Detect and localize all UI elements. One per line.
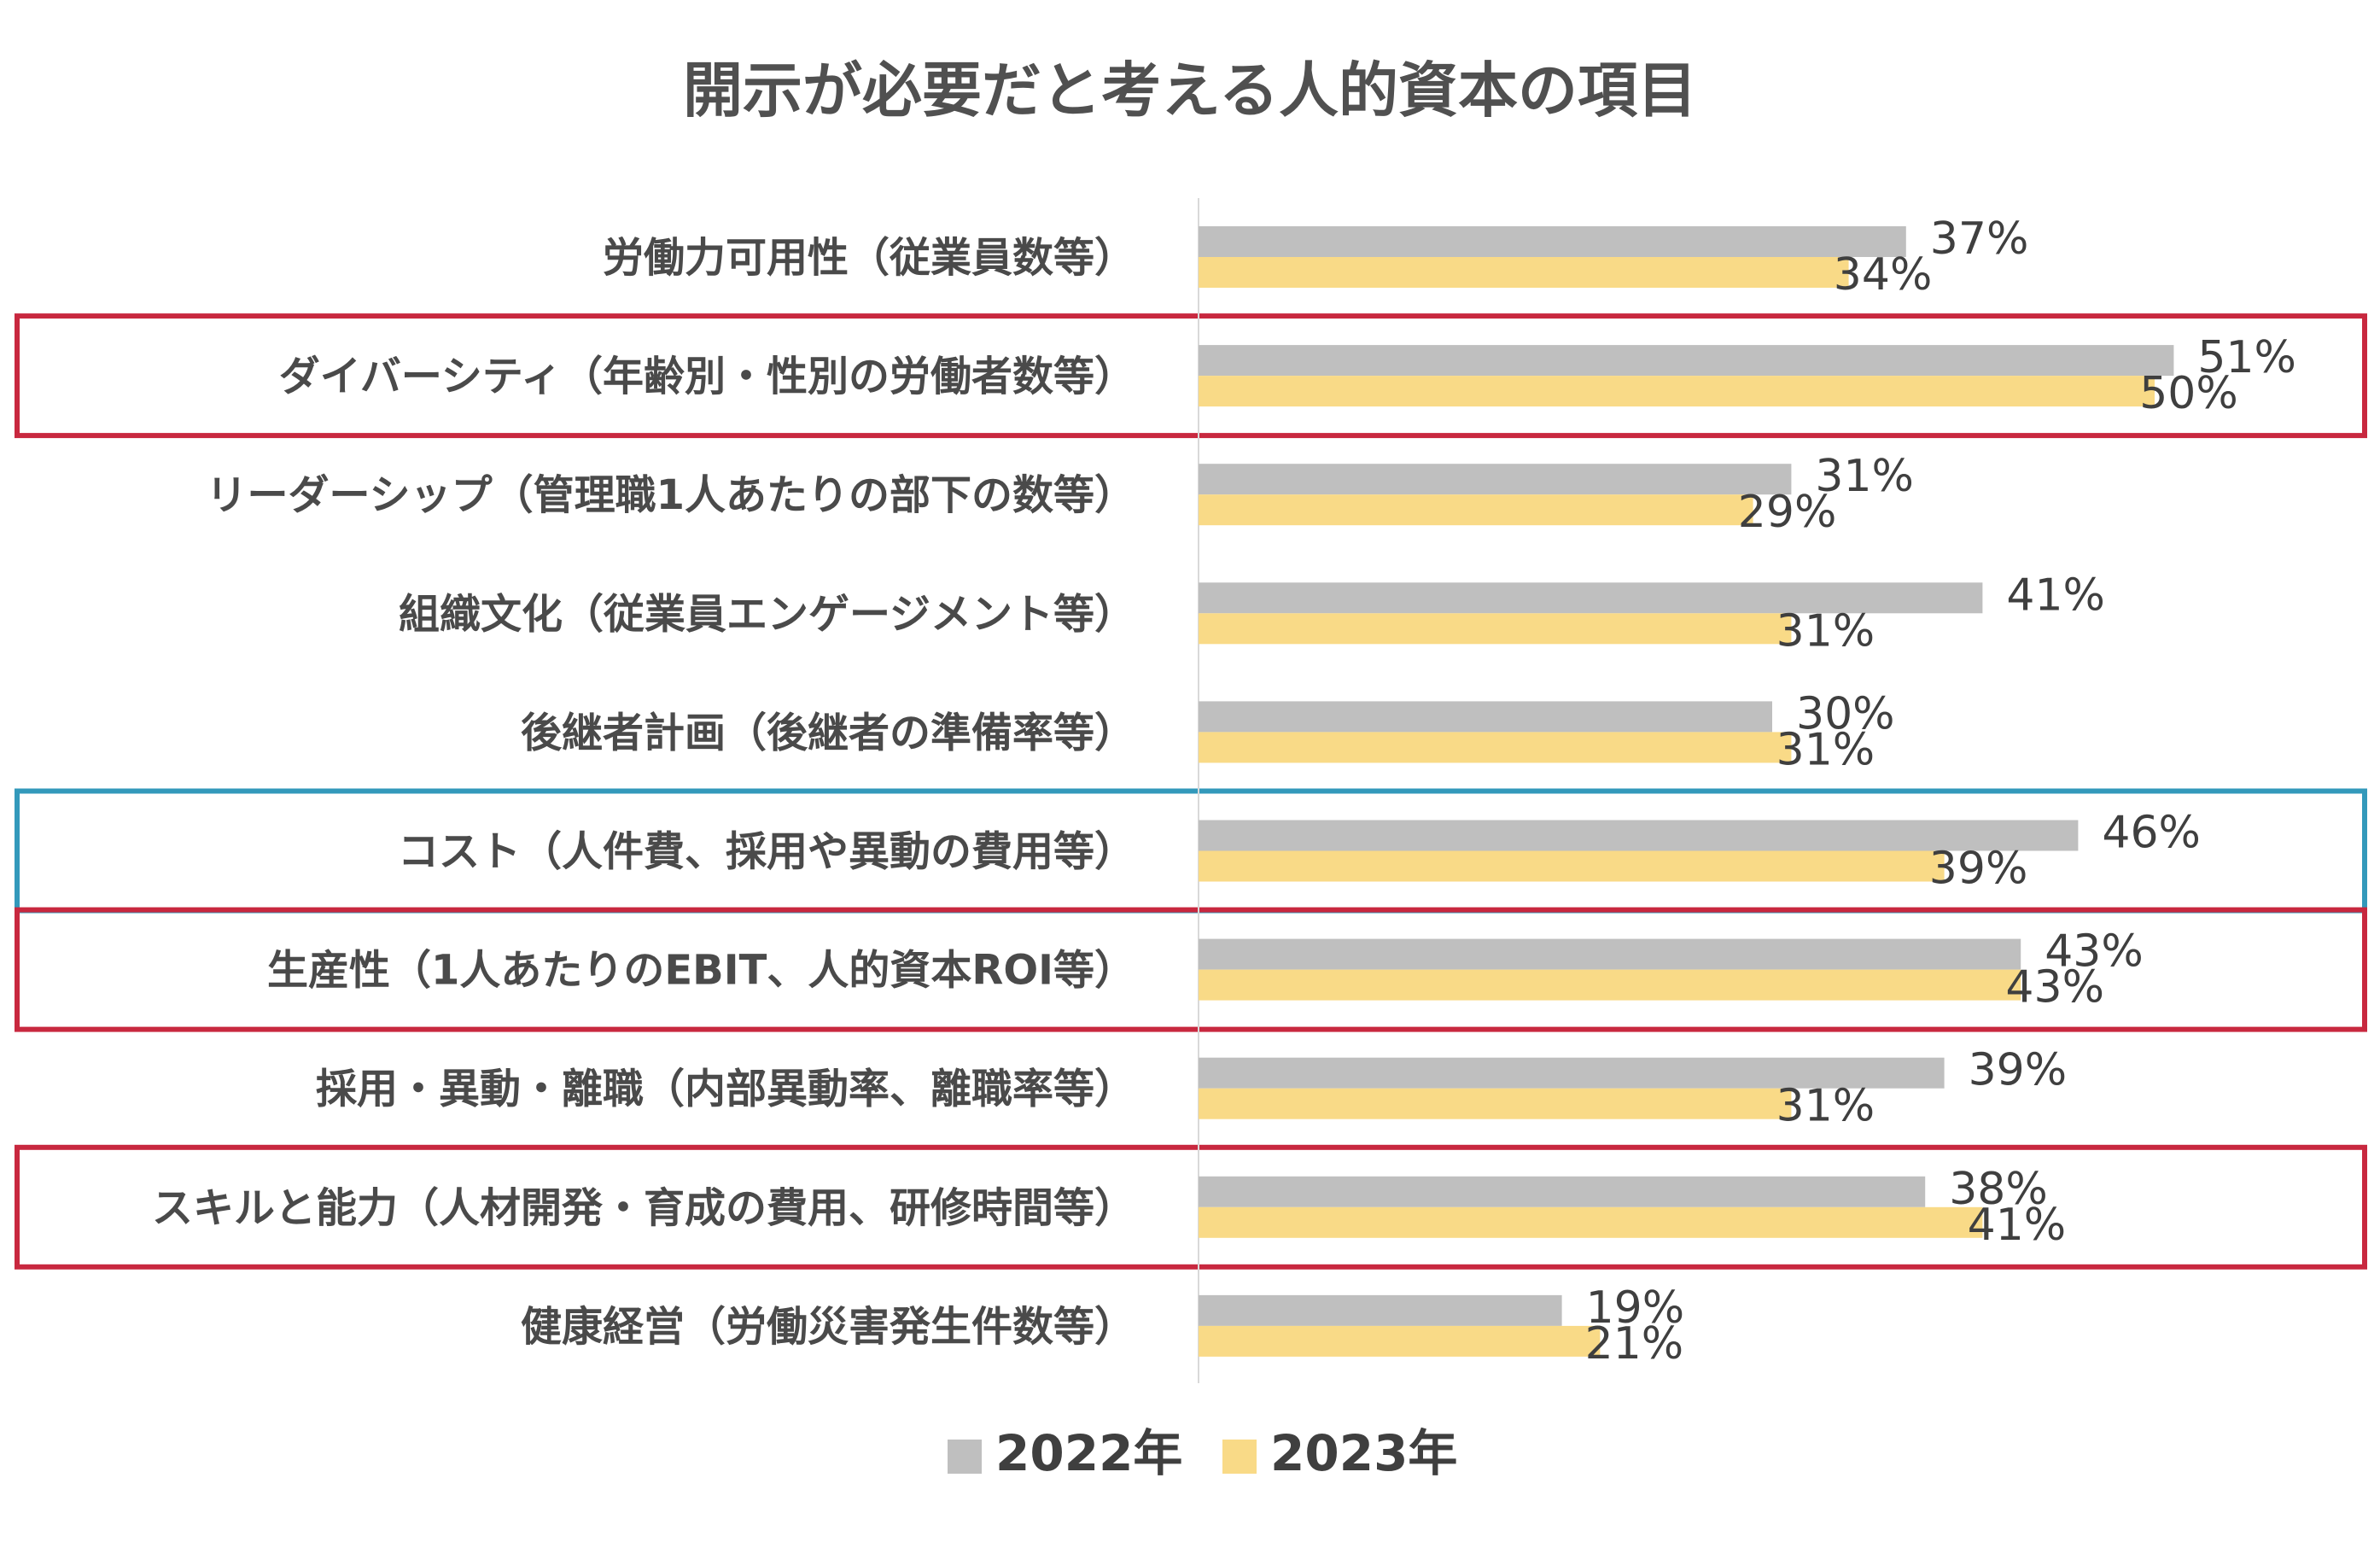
bar-2022 bbox=[1199, 1294, 1562, 1326]
bars bbox=[1199, 226, 2174, 1357]
category-label: 後継者計画（後継者の準備率等） bbox=[521, 709, 1135, 756]
data-label-2022: 31% bbox=[1815, 451, 1914, 502]
legend-swatch-2022 bbox=[948, 1440, 982, 1474]
legend-label-2022: 2022年 bbox=[995, 1424, 1182, 1482]
category-labels: 労働力可用性（従業員数等） ダイバーシティ（年齢別・性別の労働者数等） リーダーシッ… bbox=[152, 234, 1135, 1351]
category-label: リーダーシップ（管理職1人あたりの部下の数等） bbox=[207, 471, 1135, 519]
legend: 2022年 2023年 bbox=[948, 1424, 1457, 1482]
data-label-2022: 43% bbox=[2045, 926, 2144, 978]
bar-2023 bbox=[1199, 613, 1792, 645]
bar-2022 bbox=[1199, 1057, 1945, 1089]
bar-2022 bbox=[1199, 582, 1983, 614]
category-label: 採用・異動・離職（内部異動率、離職率等） bbox=[316, 1066, 1135, 1113]
data-label-2023: 34% bbox=[1834, 249, 1933, 301]
category-label: 組織文化（従業員エンゲージメント等） bbox=[399, 590, 1135, 638]
data-label-2022: 39% bbox=[1969, 1045, 2068, 1096]
bar-2022 bbox=[1199, 464, 1792, 495]
data-label-2023: 50% bbox=[2139, 368, 2238, 419]
data-label-2023: 31% bbox=[1776, 605, 1875, 657]
data-label-2022: 51% bbox=[2197, 332, 2296, 383]
bar-2023 bbox=[1199, 257, 1849, 288]
legend-label-2023: 2023年 bbox=[1270, 1424, 1457, 1482]
bar-2022 bbox=[1199, 701, 1772, 733]
bar-2023 bbox=[1199, 1088, 1792, 1119]
bar-2023 bbox=[1199, 969, 2021, 1001]
bar-2022 bbox=[1199, 226, 1906, 257]
bar-2022 bbox=[1199, 820, 2079, 851]
category-label: 健康経営（労働災害発生件数等） bbox=[521, 1303, 1135, 1351]
legend-swatch-2023 bbox=[1222, 1440, 1257, 1474]
category-label: 労働力可用性（従業員数等） bbox=[603, 234, 1135, 282]
bar-2022 bbox=[1199, 345, 2174, 377]
bar-2023 bbox=[1199, 494, 1753, 526]
highlight-box-1 bbox=[15, 313, 2367, 439]
category-label: コスト（人件費、採用や異動の費用等） bbox=[398, 828, 1135, 876]
data-label-2022: 19% bbox=[1586, 1282, 1685, 1334]
highlight-box-6 bbox=[15, 907, 2367, 1032]
bar-2022 bbox=[1199, 938, 2021, 970]
data-label-2023: 31% bbox=[1776, 1081, 1875, 1132]
category-label: スキルと能力（人材開発・育成の費用、研修時間等） bbox=[152, 1184, 1135, 1232]
data-label-2022: 37% bbox=[1930, 213, 2029, 265]
bar-2023 bbox=[1199, 1325, 1601, 1357]
data-label-2023: 29% bbox=[1738, 487, 1837, 538]
category-label: 生産性（1人あたりのEBIT、人的資本ROI等） bbox=[267, 947, 1135, 995]
bar-2022 bbox=[1199, 1176, 1926, 1207]
bar-2023 bbox=[1199, 1206, 1983, 1238]
chart-title: 開示が必要だと考える人的資本の項目 bbox=[683, 55, 1697, 126]
data-label-2023: 39% bbox=[1929, 844, 2028, 895]
data-label-2023: 41% bbox=[1968, 1200, 2067, 1251]
highlight-boxes bbox=[15, 313, 2367, 1270]
bar-2023 bbox=[1199, 850, 1945, 882]
data-label-2022: 46% bbox=[2102, 808, 2201, 859]
data-label-2023: 43% bbox=[2005, 962, 2104, 1013]
data-label-2022: 38% bbox=[1949, 1164, 2048, 1215]
bar-2023 bbox=[1199, 732, 1792, 763]
bar-2023 bbox=[1199, 376, 2155, 407]
data-label-2022: 41% bbox=[2006, 569, 2105, 621]
data-label-2023: 31% bbox=[1776, 724, 1875, 775]
data-label-2022: 30% bbox=[1796, 688, 1895, 739]
data-label-2023: 21% bbox=[1585, 1318, 1684, 1370]
category-label: ダイバーシティ（年齢別・性別の労働者数等） bbox=[279, 353, 1135, 400]
highlight-box-8 bbox=[15, 1144, 2367, 1270]
data-labels: 37%34%51%50%31%29%41%31%30%31%46%39%43%4… bbox=[1585, 213, 2296, 1370]
